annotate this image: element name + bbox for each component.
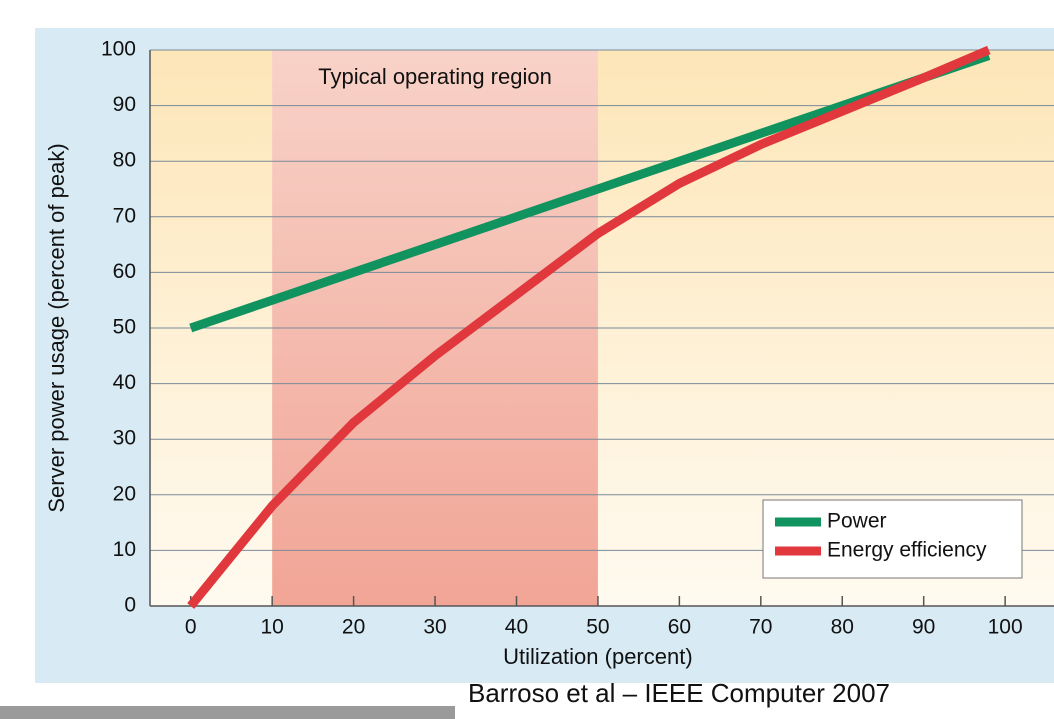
y-tick-label: 50: [113, 316, 136, 339]
region-label: Typical operating region: [318, 64, 552, 89]
y-tick-label: 10: [113, 538, 136, 561]
y-tick-label: 80: [113, 149, 136, 172]
page: {"chart_data": {"type": "line", "x_label…: [0, 0, 1054, 719]
chart: Typical operating region 0 10 20 30 40 50 60 70 8…: [0, 0, 1054, 719]
x-tick-label: 30: [423, 616, 446, 639]
y-tick-label: 70: [113, 204, 136, 227]
source: Barroso et al – IEEE Computer 2007: [468, 678, 890, 708]
y-tick-label: 30: [113, 427, 136, 450]
legend-label: Energy efficiency: [827, 539, 987, 562]
y-axis-label: Server power usage (percent of peak): [44, 143, 69, 512]
x-tick-label: 10: [260, 616, 283, 639]
x-tick-label: 70: [749, 616, 772, 639]
x-tick-label: 0: [185, 616, 197, 639]
x-tick-label: 20: [342, 616, 365, 639]
x-tick-label: 40: [505, 616, 528, 639]
x-tick-label: 90: [912, 616, 935, 639]
x-tick-label: 50: [586, 616, 609, 639]
x-tick-label: 100: [988, 616, 1023, 639]
y-tick-label: 90: [113, 93, 136, 116]
y-tick-label: 0: [124, 594, 136, 617]
y-tick-label: 60: [113, 260, 136, 283]
x-tick-label: 60: [668, 616, 691, 639]
x-axis-label: Utilization (percent): [503, 644, 693, 669]
legend-label: Power: [827, 510, 887, 533]
y-tick-label: 100: [101, 38, 136, 61]
y-tick-label: 40: [113, 371, 136, 394]
y-tick-label: 20: [113, 482, 136, 505]
photo: [0, 706, 455, 719]
x-tick-label: 80: [831, 616, 854, 639]
